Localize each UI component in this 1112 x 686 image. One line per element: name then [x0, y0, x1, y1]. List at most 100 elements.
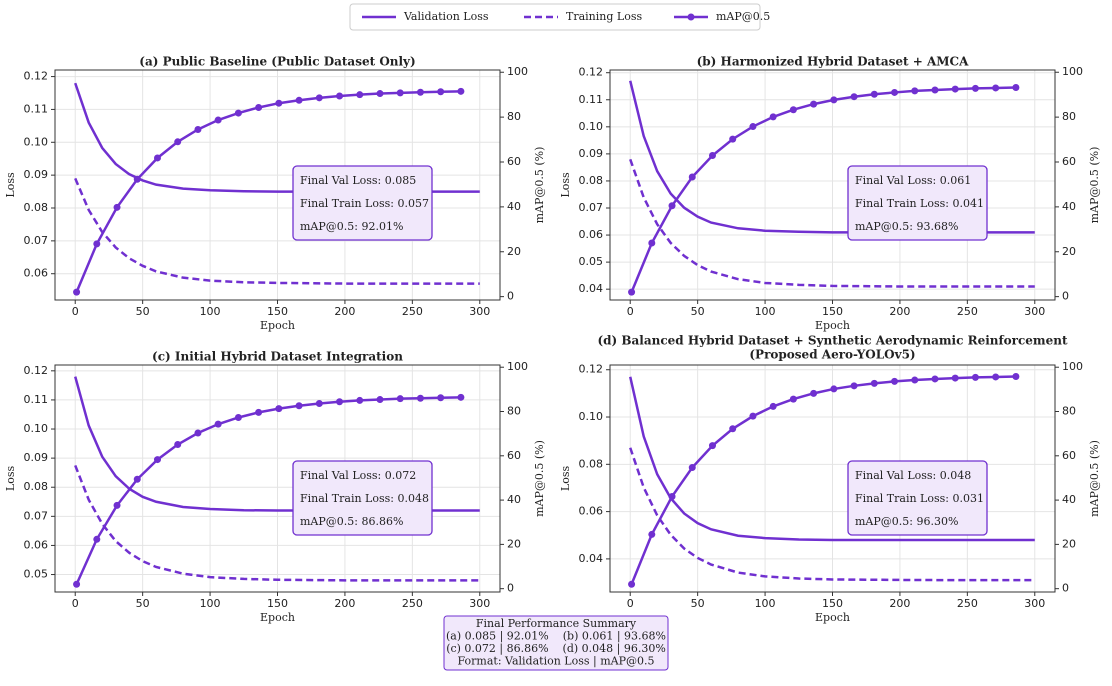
data-point — [971, 84, 979, 92]
data-point — [416, 394, 424, 402]
y-tick-label: 0.08 — [579, 174, 604, 187]
data-point — [73, 580, 81, 588]
data-point — [688, 173, 696, 181]
plot-frame — [609, 364, 1056, 593]
y2-tick-label: 40 — [507, 493, 521, 506]
y2-tick-label: 100 — [1062, 65, 1083, 78]
legend-label: Validation Loss — [403, 10, 489, 23]
annotation-text: Final Val Loss: 0.061 — [855, 174, 971, 187]
y2-tick-label: 80 — [1062, 110, 1076, 123]
data-point — [688, 464, 696, 472]
data-point — [951, 85, 959, 93]
data-point — [336, 398, 344, 406]
summary-text: (c) 0.072 | 86.86% (d) 0.048 | 96.30% — [446, 642, 666, 656]
data-point — [234, 109, 242, 117]
data-point — [275, 99, 283, 107]
data-point — [931, 375, 939, 383]
data-point — [789, 395, 797, 403]
y2-tick-label: 80 — [507, 110, 521, 123]
data-point — [971, 373, 979, 381]
data-point — [870, 90, 878, 98]
data-point — [356, 91, 364, 99]
y2-tick-label: 40 — [507, 200, 521, 213]
y-tick-label: 0.05 — [579, 255, 604, 268]
y-tick-label: 0.08 — [579, 457, 604, 470]
x-tick-label: 250 — [402, 305, 423, 318]
y2-tick-label: 100 — [507, 360, 528, 373]
annotation-text: mAP@0.5: 93.68% — [855, 220, 958, 233]
y-tick-label: 0.09 — [24, 451, 49, 464]
y-tick-label: 0.10 — [24, 135, 49, 148]
annotation-text: Final Train Loss: 0.041 — [855, 197, 984, 210]
data-point — [850, 382, 858, 390]
y-tick-label: 0.06 — [579, 228, 604, 241]
data-point — [830, 385, 838, 393]
y-tick-label: 0.11 — [24, 393, 49, 406]
y-tick-label: 0.09 — [579, 147, 604, 160]
data-point — [255, 103, 263, 111]
data-point — [153, 154, 161, 162]
chart-title: (Proposed Aero-YOLOv5) — [749, 348, 915, 362]
y2-tick-label: 0 — [1062, 582, 1069, 595]
data-point — [194, 429, 202, 437]
data-point — [93, 535, 101, 543]
y-tick-label: 0.06 — [24, 538, 49, 551]
data-point — [668, 202, 676, 210]
y2-tick-label: 60 — [507, 449, 521, 462]
annotation-text: mAP@0.5: 92.01% — [300, 220, 403, 233]
y-tick-label: 0.07 — [24, 509, 49, 522]
data-point — [416, 88, 424, 96]
data-point — [729, 425, 737, 433]
x-tick-label: 150 — [822, 305, 843, 318]
data-point — [356, 396, 364, 404]
x-tick-label: 0 — [627, 597, 634, 610]
data-point — [234, 413, 242, 421]
series-line — [629, 158, 1035, 288]
data-point — [789, 106, 797, 114]
data-point — [708, 442, 716, 450]
x-tick-label: 200 — [334, 305, 355, 318]
y2-axis-label: mAP@0.5 (%) — [1088, 147, 1101, 224]
data-point — [810, 389, 818, 397]
chart-title: (a) Public Baseline (Public Dataset Only… — [139, 55, 415, 69]
y2-tick-label: 20 — [1062, 537, 1076, 550]
data-point — [1012, 84, 1020, 92]
x-tick-label: 100 — [755, 305, 776, 318]
x-tick-label: 250 — [957, 305, 978, 318]
data-point — [315, 400, 323, 408]
y-tick-label: 0.06 — [579, 505, 604, 518]
x-tick-label: 50 — [691, 305, 705, 318]
x-tick-label: 250 — [957, 597, 978, 610]
y2-tick-label: 0 — [507, 582, 514, 595]
data-point — [376, 396, 384, 404]
data-point — [113, 501, 121, 509]
y2-axis-label: mAP@0.5 (%) — [533, 147, 546, 224]
x-tick-label: 50 — [136, 305, 150, 318]
data-point — [648, 239, 656, 247]
y-tick-label: 0.10 — [579, 410, 604, 423]
data-point — [951, 374, 959, 382]
x-tick-label: 100 — [200, 305, 221, 318]
data-point — [911, 376, 919, 384]
y-tick-label: 0.10 — [24, 422, 49, 435]
summary-text: (a) 0.085 | 92.01% (b) 0.061 | 93.68% — [446, 630, 666, 644]
data-point — [437, 88, 445, 96]
y-tick-label: 0.04 — [579, 282, 604, 295]
data-point — [810, 100, 818, 108]
x-tick-label: 100 — [200, 597, 221, 610]
y2-axis-label: mAP@0.5 (%) — [533, 440, 546, 517]
x-tick-label: 0 — [627, 305, 634, 318]
data-point — [437, 394, 445, 402]
annotation-text: mAP@0.5: 86.86% — [300, 515, 403, 528]
chart-title: (b) Harmonized Hybrid Dataset + AMCA — [697, 55, 970, 69]
data-point — [992, 373, 1000, 381]
annotation-text: Final Train Loss: 0.048 — [300, 492, 429, 505]
data-point — [749, 412, 757, 420]
data-point — [729, 135, 737, 143]
summary-box — [443, 615, 669, 671]
legend-label: mAP@0.5 — [716, 10, 770, 23]
annotation-text: Final Train Loss: 0.031 — [855, 492, 984, 505]
legend-box — [349, 3, 761, 31]
data-point — [93, 240, 101, 248]
y2-tick-label: 80 — [507, 405, 521, 418]
